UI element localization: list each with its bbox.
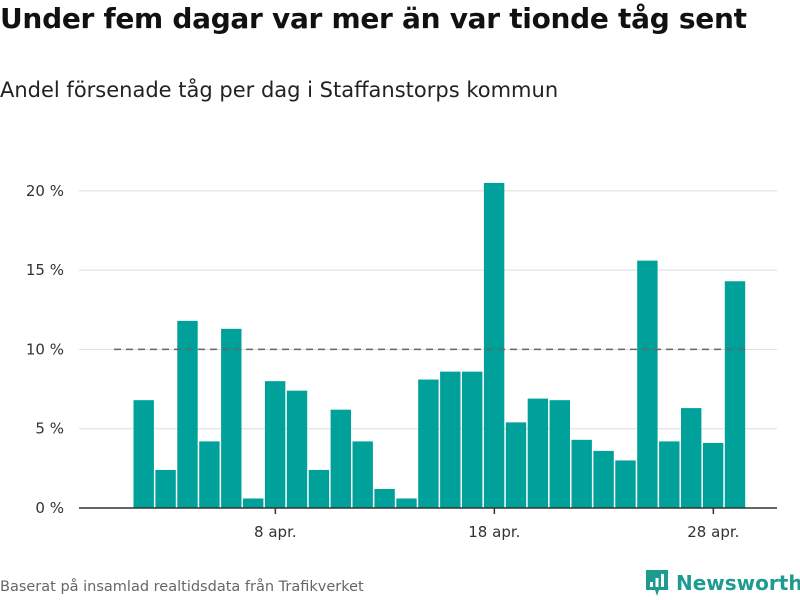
x-tick-label: 28 apr. (687, 523, 739, 541)
bar (659, 441, 680, 508)
bar (483, 182, 505, 508)
y-tick-label: 20 % (26, 182, 64, 200)
x-tick-label: 8 apr. (254, 523, 297, 541)
bar (221, 328, 242, 508)
bar (462, 371, 483, 508)
bar (571, 439, 592, 508)
bar (440, 371, 461, 508)
bar (615, 460, 636, 508)
brand-logo[interactable]: Newsworthy (644, 568, 800, 598)
bar (374, 488, 395, 508)
bar-chart: 0 % 5 % 10 % 15 % 20 % 8 apr. 18 apr. 28 apr. (26, 182, 777, 541)
y-tick-label: 10 % (26, 340, 64, 358)
source-note: Baserat på insamlad realtidsdata från Tr… (0, 579, 364, 595)
newsworthy-logo-icon (646, 570, 668, 596)
chart-subtitle: Andel försenade tåg per dag i Staffansto… (0, 78, 559, 102)
x-axis: 8 apr. 18 apr. 28 apr. (79, 507, 777, 541)
bar (330, 409, 351, 508)
bar (308, 469, 330, 508)
bar (724, 281, 746, 508)
bar (264, 381, 286, 508)
y-axis-ticks: 0 % 5 % 10 % 15 % 20 % (26, 182, 64, 517)
bar (702, 442, 724, 508)
bar (418, 379, 439, 508)
bar (177, 320, 198, 508)
bar (133, 400, 154, 508)
x-tick-label: 18 apr. (468, 523, 520, 541)
bar (681, 408, 702, 508)
bar (637, 260, 658, 508)
bar (286, 390, 308, 508)
bar (396, 498, 417, 508)
bar (593, 450, 614, 508)
bars (133, 182, 746, 508)
brand-name: Newsworthy (676, 571, 800, 595)
bar (243, 498, 264, 508)
bar (155, 469, 176, 508)
chart-title: Under fem dagar var mer än var tionde tå… (0, 2, 747, 35)
y-tick-label: 15 % (26, 261, 64, 279)
bar (527, 398, 549, 508)
bar (505, 422, 527, 508)
bar (199, 441, 220, 508)
y-tick-label: 5 % (35, 420, 64, 438)
bar (352, 441, 373, 508)
y-tick-label: 0 % (35, 499, 64, 517)
bar (549, 400, 570, 508)
